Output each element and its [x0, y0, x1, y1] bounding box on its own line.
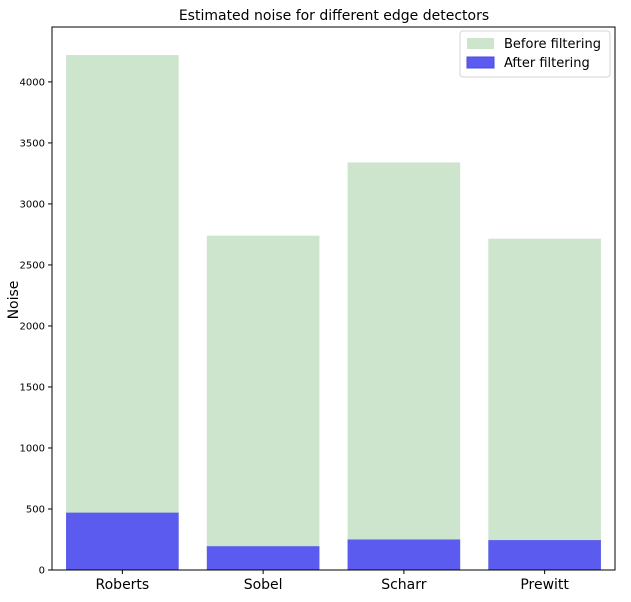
y-tick-label-2500: 2500	[20, 260, 45, 271]
x-axis-ticks: Roberts Sobel Scharr Prewitt	[96, 570, 569, 593]
x-tick-label-sobel: Sobel	[244, 577, 283, 593]
legend-swatch-after-filtering	[466, 56, 495, 69]
y-tick-label-3500: 3500	[20, 138, 45, 149]
legend-label-before-filtering: Before filtering	[504, 37, 601, 52]
x-tick-label-roberts: Roberts	[96, 577, 150, 593]
legend-label-after-filtering: After filtering	[504, 56, 590, 71]
y-tick-label-2000: 2000	[20, 321, 45, 332]
y-tick-label-1000: 1000	[20, 443, 45, 454]
bar-after-filtering-roberts	[66, 512, 179, 570]
legend: Before filtering After filtering	[459, 30, 611, 78]
bar-before-filtering-roberts	[66, 55, 179, 570]
bar-before-filtering-sobel	[206, 235, 320, 570]
bar-after-filtering-sobel	[206, 546, 320, 570]
chart-title: Estimated noise for different edge detec…	[179, 8, 489, 24]
y-tick-label-0: 0	[39, 566, 45, 577]
bar-after-filtering-scharr	[347, 539, 461, 570]
bar-before-filtering-scharr	[347, 162, 461, 570]
legend-box	[459, 30, 611, 78]
bar-before-filtering-prewitt	[488, 238, 601, 570]
x-tick-label-scharr: Scharr	[381, 577, 427, 593]
y-tick-label-3000: 3000	[20, 199, 45, 210]
y-tick-label-4000: 4000	[20, 77, 45, 88]
y-tick-label-1500: 1500	[20, 382, 45, 393]
bars-layer	[66, 55, 601, 570]
y-axis-ticks: 0 500 1000 1500 2000 2500 3000 3500 4000	[20, 77, 52, 577]
y-tick-label-500: 500	[26, 504, 45, 515]
bar-after-filtering-prewitt	[488, 540, 601, 570]
x-tick-label-prewitt: Prewitt	[520, 577, 569, 593]
legend-swatch-before-filtering	[467, 38, 494, 49]
plot-frame	[51, 26, 616, 571]
y-axis-label: Noise	[6, 281, 22, 320]
